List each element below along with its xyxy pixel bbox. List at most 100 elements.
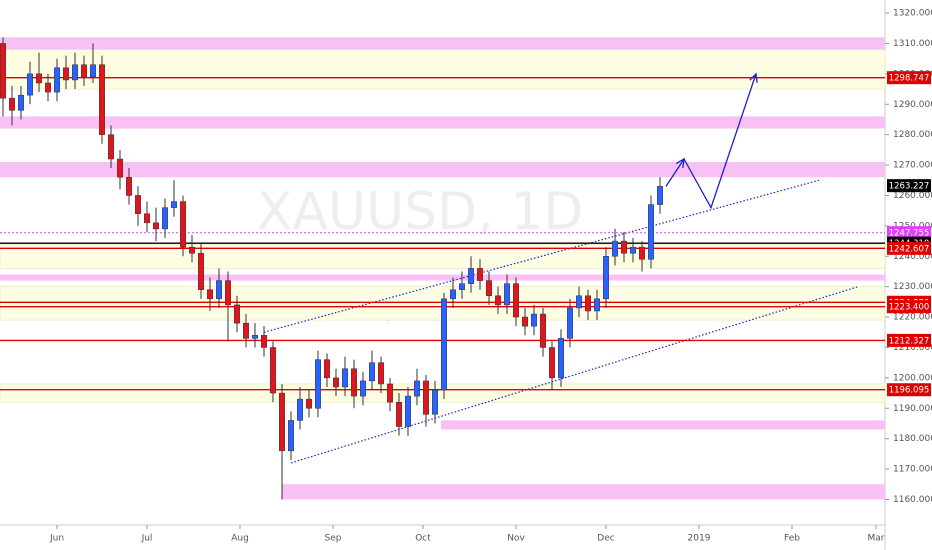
candle-body bbox=[54, 67, 60, 93]
x-tick-label: Dec bbox=[597, 534, 614, 544]
candle-body bbox=[72, 64, 78, 81]
candle-body bbox=[243, 322, 249, 339]
y-tick-label: 1310.000 bbox=[893, 39, 932, 49]
candle-body bbox=[405, 395, 411, 427]
candle-body bbox=[432, 389, 438, 415]
x-tick-label: Aug bbox=[231, 534, 249, 544]
price-label-box bbox=[887, 71, 931, 85]
candle-body bbox=[558, 338, 564, 379]
candle-body bbox=[342, 368, 348, 388]
y-tick-label: 1200.000 bbox=[893, 373, 932, 383]
candle-body bbox=[477, 268, 483, 281]
arrow-path bbox=[665, 73, 757, 210]
y-tick-label: 1180.000 bbox=[893, 434, 932, 444]
candle-body bbox=[117, 158, 123, 178]
candle-body bbox=[99, 64, 105, 135]
candle-body bbox=[207, 289, 213, 300]
candle-body bbox=[180, 201, 186, 248]
candle-body bbox=[216, 280, 222, 300]
candle-body bbox=[108, 134, 114, 160]
candle-body bbox=[630, 246, 636, 254]
candle-body bbox=[27, 73, 33, 96]
candle-body bbox=[423, 380, 429, 415]
candle-body bbox=[261, 335, 267, 348]
candle-body bbox=[495, 295, 501, 306]
candle-body bbox=[297, 398, 303, 421]
price-label: 1263.227 bbox=[889, 182, 930, 192]
candle-body bbox=[63, 67, 69, 81]
price-label: 1196.095 bbox=[889, 386, 930, 396]
zone bbox=[0, 37, 885, 50]
candle-body bbox=[657, 186, 663, 205]
price-label-box bbox=[887, 179, 931, 193]
candle-body bbox=[306, 398, 312, 409]
candle-body bbox=[486, 280, 492, 297]
y-tick-label: 1160.000 bbox=[893, 495, 932, 505]
candle-body bbox=[594, 298, 600, 312]
candle-body bbox=[648, 204, 654, 260]
candle-body bbox=[567, 307, 573, 339]
price-label: 1242.607 bbox=[889, 244, 930, 254]
y-tick-label: 1260.000 bbox=[893, 191, 932, 201]
zone bbox=[0, 116, 885, 129]
candle-body bbox=[288, 420, 294, 452]
y-tick-label: 1280.000 bbox=[893, 130, 932, 140]
x-tick-label: Feb bbox=[784, 534, 800, 544]
candle-body bbox=[126, 176, 132, 196]
candle-body bbox=[504, 283, 510, 306]
zone bbox=[0, 274, 885, 281]
candle-body bbox=[162, 207, 168, 230]
candle-body bbox=[603, 256, 609, 300]
candle-body bbox=[135, 195, 141, 214]
candle-body bbox=[378, 362, 384, 385]
x-tick-label: 2019 bbox=[688, 534, 711, 544]
x-tick-label: Mar bbox=[868, 534, 885, 544]
candle-body bbox=[198, 252, 204, 290]
candle-body bbox=[189, 246, 195, 254]
candle-body bbox=[468, 268, 474, 284]
candle-body bbox=[612, 240, 618, 257]
trend-line bbox=[290, 286, 859, 464]
price-label-box bbox=[887, 300, 931, 314]
candle-body bbox=[9, 97, 15, 111]
zone bbox=[282, 484, 885, 500]
candle-body bbox=[396, 401, 402, 427]
candle-body bbox=[540, 313, 546, 348]
candle-body bbox=[522, 316, 528, 327]
candle-body bbox=[576, 295, 582, 309]
candle-body bbox=[549, 347, 555, 379]
zone bbox=[0, 162, 885, 178]
x-tick-label: Oct bbox=[415, 534, 431, 544]
price-label-box bbox=[887, 383, 931, 397]
candle-body bbox=[45, 82, 51, 93]
y-tick-label: 1290.000 bbox=[893, 100, 932, 110]
candle-body bbox=[144, 213, 150, 224]
candle-body bbox=[369, 362, 375, 382]
candle-body bbox=[252, 335, 258, 339]
candle-body bbox=[387, 383, 393, 403]
price-label: 1223.400 bbox=[889, 303, 930, 313]
candle-body bbox=[18, 94, 24, 111]
candle-body bbox=[90, 64, 96, 78]
candle-body bbox=[279, 392, 285, 452]
x-tick-label: Jun bbox=[49, 534, 64, 544]
candle-body bbox=[234, 304, 240, 324]
candle-body bbox=[81, 64, 87, 78]
zone bbox=[0, 49, 886, 90]
price-label-box bbox=[887, 333, 931, 347]
y-tick-label: 1190.000 bbox=[893, 404, 932, 414]
x-tick-label: Jul bbox=[141, 534, 153, 544]
y-tick-label: 1320.000 bbox=[893, 9, 932, 19]
price-label-box bbox=[887, 226, 931, 240]
price-label: 1298.747 bbox=[889, 74, 930, 84]
candle-body bbox=[639, 246, 645, 260]
price-label: 1212.327 bbox=[889, 336, 930, 346]
y-tick-label: 1270.000 bbox=[893, 161, 932, 171]
candle-body bbox=[36, 73, 42, 84]
candle-body bbox=[324, 359, 330, 379]
candle-body bbox=[333, 377, 339, 388]
candle-body bbox=[351, 368, 357, 397]
candle-body bbox=[315, 359, 321, 409]
candle-body bbox=[621, 240, 627, 254]
price-label-box bbox=[887, 241, 931, 255]
